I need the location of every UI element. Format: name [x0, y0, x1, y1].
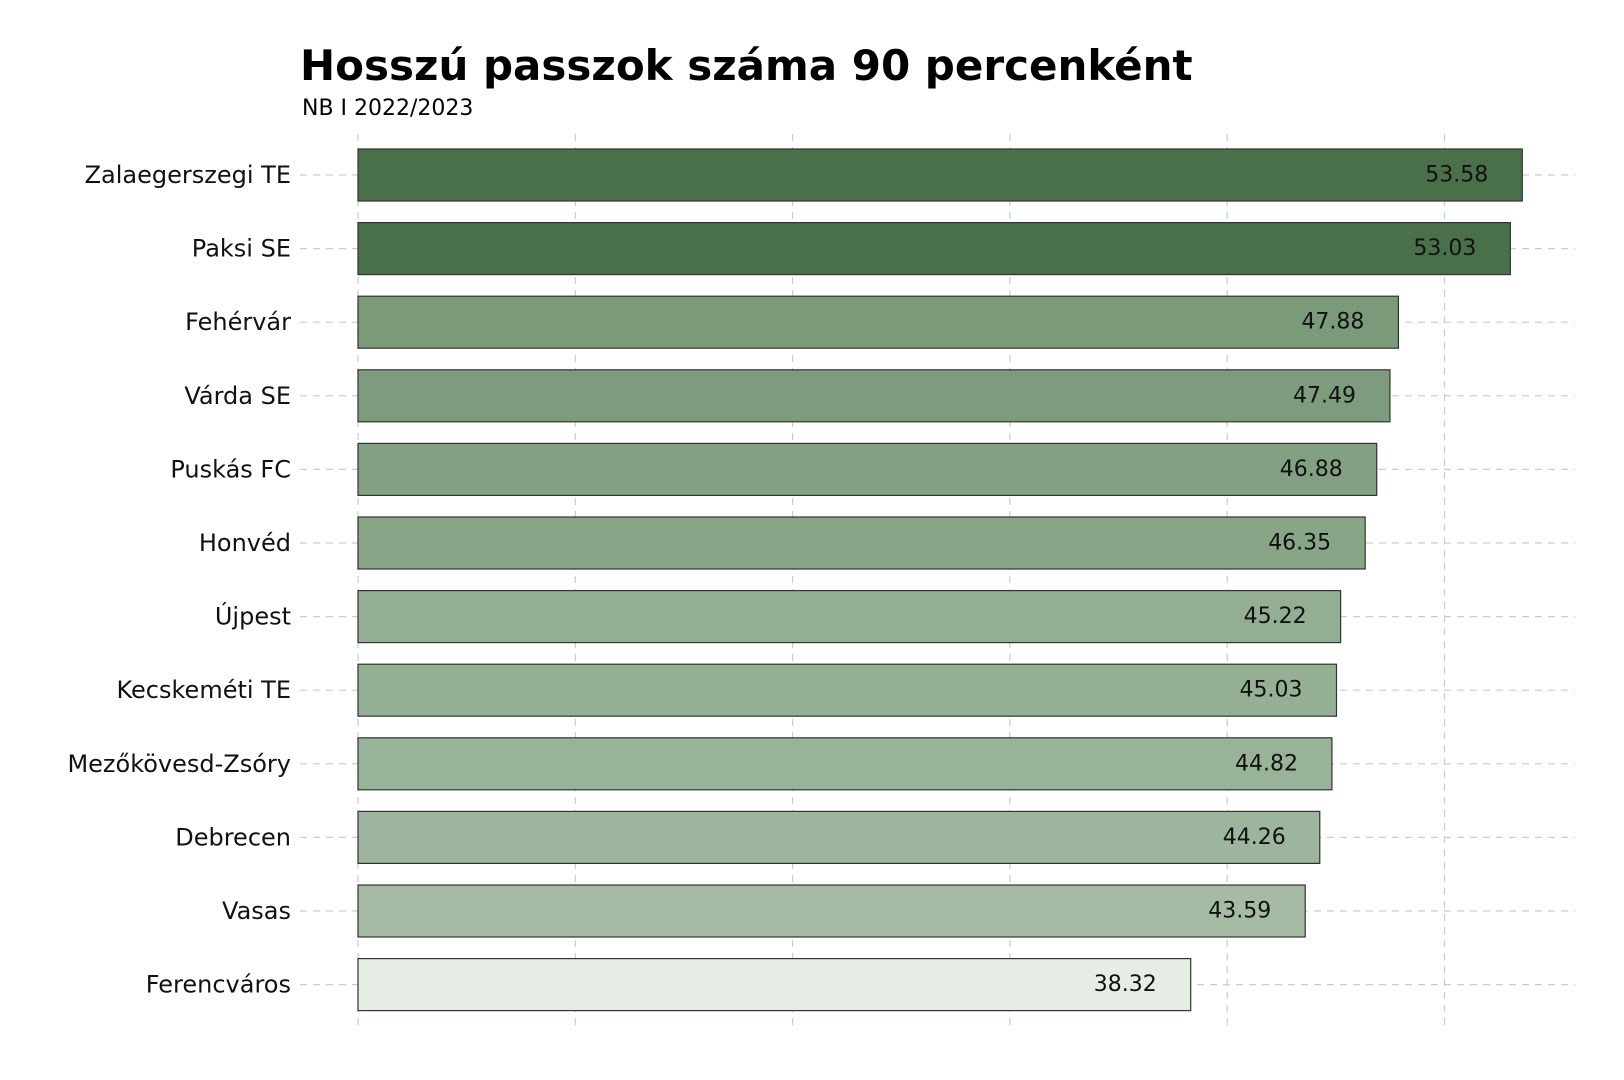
bar — [357, 148, 1523, 202]
bar — [357, 957, 1192, 1012]
value-label: 47.88 — [1301, 310, 1364, 335]
bar — [357, 810, 1321, 865]
bars — [357, 148, 1523, 1012]
category-label: Honvéd — [199, 529, 291, 557]
chart-subtitle: NB I 2022/2023 — [302, 96, 474, 121]
value-label: 43.59 — [1208, 899, 1271, 924]
value-label: 46.35 — [1268, 531, 1331, 556]
category-label: Újpest — [215, 601, 291, 631]
bar — [357, 737, 1333, 791]
value-label: 46.88 — [1280, 457, 1343, 482]
value-label: 53.58 — [1425, 163, 1488, 188]
bar — [357, 663, 1338, 717]
bar — [357, 295, 1400, 349]
category-label: Paksi SE — [192, 235, 291, 263]
value-label: 38.32 — [1094, 972, 1157, 997]
category-label: Puskás FC — [170, 455, 291, 483]
value-label: 45.03 — [1240, 678, 1303, 703]
category-label: Várda SE — [184, 382, 291, 410]
bar — [357, 884, 1306, 938]
category-label: Vasas — [222, 897, 291, 925]
bar — [357, 589, 1342, 644]
value-label: 45.22 — [1244, 604, 1307, 629]
chart-title: Hosszú passzok száma 90 percenként — [300, 41, 1193, 90]
bar — [357, 442, 1378, 496]
value-label: 44.26 — [1223, 825, 1286, 850]
category-label: Zalaegerszegi TE — [85, 161, 291, 189]
category-label: Kecskeméti TE — [117, 676, 292, 704]
value-label: 44.82 — [1235, 751, 1298, 776]
category-label: Ferencváros — [146, 971, 291, 999]
category-label: Mezőkövesd-Zsóry — [67, 750, 291, 778]
bar — [357, 369, 1391, 423]
labels: Zalaegerszegi TE 53.58 Paksi SE 53.03 Fehérv… — [67, 161, 1488, 999]
category-label: Debrecen — [175, 823, 291, 851]
bar — [357, 516, 1366, 570]
bar — [357, 222, 1511, 276]
category-label: Fehérvár — [185, 308, 291, 336]
value-label: 53.03 — [1413, 236, 1476, 261]
value-label: 47.49 — [1293, 383, 1356, 408]
